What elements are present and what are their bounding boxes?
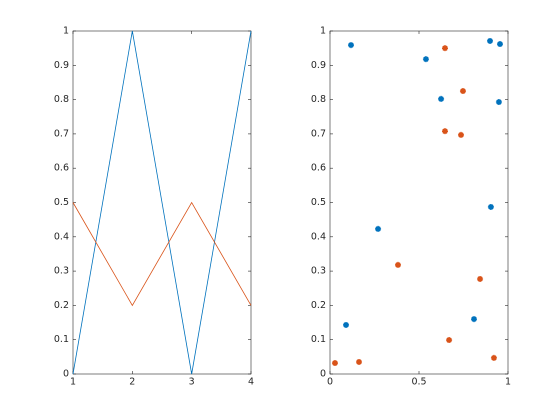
y-tick-label: 0 [320, 369, 326, 380]
y-tick-label: 0.2 [54, 300, 69, 311]
y-tick-label: 0.7 [311, 128, 326, 139]
scatter-point [422, 56, 429, 63]
scatter-point [487, 203, 494, 210]
x-tick-label: 1 [505, 377, 511, 388]
scatter-point [375, 225, 382, 232]
x-tick-label: 0.5 [411, 377, 426, 388]
x-tick-label: 1 [70, 377, 76, 388]
scatter-point [495, 99, 502, 106]
x-tick-label: 2 [129, 377, 135, 388]
y-tick-label: 0.4 [311, 231, 326, 242]
line-series [72, 30, 252, 375]
y-tick-label: 0.7 [54, 128, 69, 139]
scatter-point [477, 275, 484, 282]
x-tick-label: 3 [189, 377, 195, 388]
x-tick-label: 0 [327, 377, 333, 388]
y-tick-label: 0.6 [54, 163, 69, 174]
y-tick-label: 1 [320, 26, 326, 37]
y-tick-label: 0.3 [54, 266, 69, 277]
scatter-point [343, 321, 350, 328]
axes-box [329, 30, 509, 375]
scatter-point [459, 88, 466, 95]
y-tick-label: 0.4 [54, 231, 69, 242]
y-tick-label: 0.9 [54, 60, 69, 71]
y-tick-label: 0.6 [311, 163, 326, 174]
y-tick-label: 0.8 [311, 94, 326, 105]
scatter-point [471, 316, 478, 323]
y-tick-label: 0.3 [311, 266, 326, 277]
y-tick-label: 0.8 [54, 94, 69, 105]
y-tick-label: 0.9 [311, 60, 326, 71]
scatter-point [394, 261, 401, 268]
y-tick-label: 0.5 [54, 197, 69, 208]
y-tick-label: 0 [63, 369, 69, 380]
scatter-point [496, 41, 503, 48]
x-tick-label: 4 [248, 377, 254, 388]
scatter-point [446, 337, 453, 344]
scatter-point [441, 45, 448, 52]
y-tick-label: 0.1 [54, 334, 69, 345]
y-tick-label: 0.1 [311, 334, 326, 345]
y-tick-label: 0.5 [311, 197, 326, 208]
scatter-point [487, 37, 494, 44]
line-series [72, 201, 252, 307]
y-tick-label: 1 [63, 26, 69, 37]
scatter-point [441, 128, 448, 135]
scatter-point [458, 131, 465, 138]
scatter-point [490, 354, 497, 361]
scatter-point [331, 360, 338, 367]
scatter-point [348, 42, 355, 49]
y-tick-label: 0.2 [311, 300, 326, 311]
scatter-point [356, 358, 363, 365]
scatter-point [438, 95, 445, 102]
